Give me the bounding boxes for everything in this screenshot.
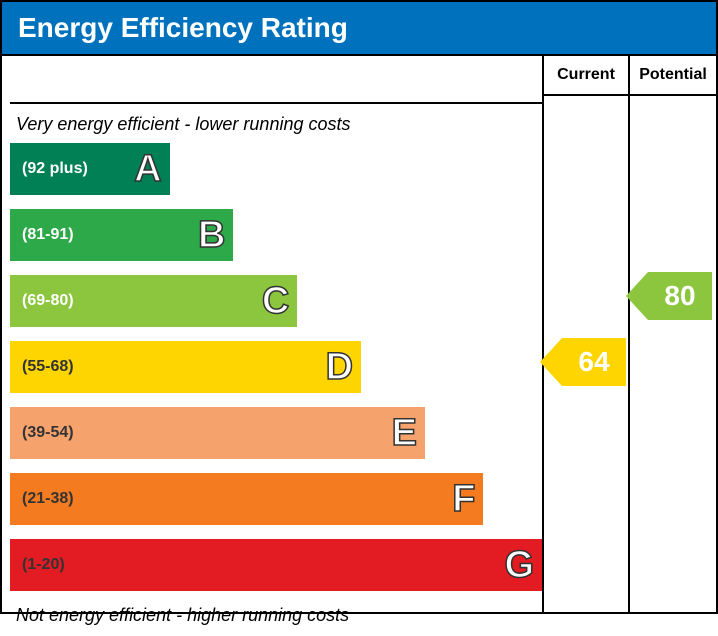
band-row-g: (1-20) G (10, 535, 542, 595)
band-range-e: (39-54) (22, 424, 74, 442)
band-bar-e: (39-54) E (10, 407, 425, 459)
band-letter-b: B (198, 214, 225, 257)
current-header: Current (544, 56, 628, 96)
band-bar-a: (92 plus) A (10, 143, 170, 195)
current-body: 64 (544, 96, 628, 612)
band-bar-c: (69-80) C (10, 275, 297, 327)
band-bars: (92 plus) A (81-91) B (69-80) C (55-68) D (39-54… (10, 139, 542, 595)
potential-pointer: 80 (648, 272, 712, 320)
band-range-c: (69-80) (22, 292, 74, 310)
band-range-d: (55-68) (22, 358, 74, 376)
current-pointer: 64 (562, 338, 626, 386)
band-letter-d: D (326, 346, 353, 389)
current-column: Current 64 (544, 56, 630, 612)
bands-header-blank (10, 64, 542, 104)
chart-table: Very energy efficient - lower running co… (0, 54, 718, 614)
band-letter-g: G (504, 544, 534, 587)
caption-top: Very energy efficient - lower running co… (10, 110, 542, 139)
chart-title: Energy Efficiency Rating (0, 0, 718, 54)
bands-column: Very energy efficient - lower running co… (2, 56, 544, 612)
band-letter-c: C (262, 280, 289, 323)
band-row-d: (55-68) D (10, 337, 542, 397)
potential-body: 80 (630, 96, 716, 612)
band-bar-b: (81-91) B (10, 209, 233, 261)
current-pointer-arrow (540, 338, 562, 386)
band-row-b: (81-91) B (10, 205, 542, 265)
band-bar-d: (55-68) D (10, 341, 361, 393)
band-bar-g: (1-20) G (10, 539, 542, 591)
bands-body: Very energy efficient - lower running co… (10, 104, 542, 636)
band-row-c: (69-80) C (10, 271, 542, 331)
band-letter-a: A (134, 148, 161, 191)
band-range-a: (92 plus) (22, 160, 88, 178)
band-row-f: (21-38) F (10, 469, 542, 529)
potential-header: Potential (630, 56, 716, 96)
band-row-e: (39-54) E (10, 403, 542, 463)
epc-chart: Energy Efficiency Rating Very energy eff… (0, 0, 718, 619)
band-range-f: (21-38) (22, 490, 74, 508)
band-letter-f: F (452, 478, 475, 521)
band-row-a: (92 plus) A (10, 139, 542, 199)
potential-column: Potential 80 (630, 56, 716, 612)
band-range-b: (81-91) (22, 226, 74, 244)
caption-bottom: Not energy efficient - higher running co… (10, 601, 542, 630)
band-bar-f: (21-38) F (10, 473, 483, 525)
band-range-g: (1-20) (22, 556, 65, 574)
potential-pointer-arrow (626, 272, 648, 320)
band-letter-e: E (392, 412, 417, 455)
